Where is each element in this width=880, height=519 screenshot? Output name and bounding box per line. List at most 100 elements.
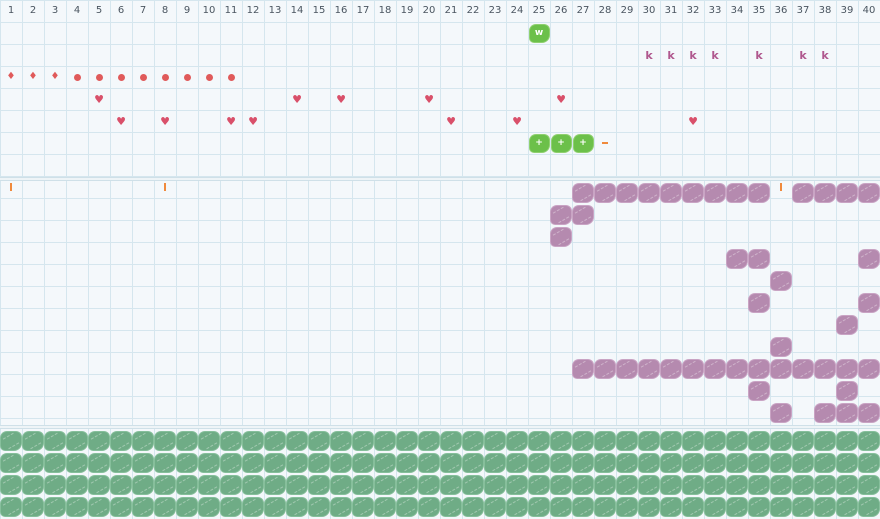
tray-cell[interactable]: [572, 452, 594, 474]
tray-cell[interactable]: [132, 452, 154, 474]
sage-tile[interactable]: [1, 454, 21, 472]
sage-tile[interactable]: [661, 432, 681, 450]
sage-tile[interactable]: [243, 432, 263, 450]
tray-cell[interactable]: [638, 474, 660, 496]
purple-tile[interactable]: [793, 360, 813, 378]
sage-tile[interactable]: [749, 432, 769, 450]
tray-cell[interactable]: [154, 452, 176, 474]
purple-tile[interactable]: [573, 184, 593, 202]
board-cell[interactable]: [748, 248, 770, 270]
sage-tile[interactable]: [419, 432, 439, 450]
sage-tile[interactable]: [397, 454, 417, 472]
tray-cell[interactable]: [154, 474, 176, 496]
purple-tile[interactable]: [859, 250, 879, 268]
board-cell[interactable]: [748, 292, 770, 314]
purple-tile[interactable]: [859, 404, 879, 422]
tray-cell[interactable]: [352, 474, 374, 496]
board-cell[interactable]: [572, 204, 594, 226]
tray-cell[interactable]: [374, 430, 396, 452]
purple-tile[interactable]: [639, 360, 659, 378]
tray-cell[interactable]: [858, 496, 880, 518]
tray-cell[interactable]: [638, 452, 660, 474]
tray-cell[interactable]: [704, 430, 726, 452]
tray-cell[interactable]: [308, 474, 330, 496]
sage-tile[interactable]: [199, 432, 219, 450]
sage-tile[interactable]: [23, 454, 43, 472]
sage-tile[interactable]: [793, 476, 813, 494]
sage-tile[interactable]: [441, 454, 461, 472]
sage-tile[interactable]: [595, 432, 615, 450]
sage-tile[interactable]: [485, 454, 505, 472]
sage-tile[interactable]: [551, 498, 571, 516]
tray-cell[interactable]: [638, 430, 660, 452]
tray-cell[interactable]: [264, 474, 286, 496]
sage-tile[interactable]: [617, 476, 637, 494]
sage-tile[interactable]: [771, 432, 791, 450]
sage-tile[interactable]: [551, 476, 571, 494]
purple-tile[interactable]: [595, 184, 615, 202]
sage-tile[interactable]: [661, 454, 681, 472]
board-cell[interactable]: [616, 358, 638, 380]
sage-tile[interactable]: [397, 476, 417, 494]
tray-cell[interactable]: [572, 430, 594, 452]
sage-tile[interactable]: [441, 476, 461, 494]
sage-tile[interactable]: [639, 432, 659, 450]
sage-tile[interactable]: [815, 498, 835, 516]
purple-tile[interactable]: [573, 360, 593, 378]
tray-cell[interactable]: [242, 474, 264, 496]
purple-tile[interactable]: [837, 316, 857, 334]
tray-cell[interactable]: [748, 496, 770, 518]
tray-cell[interactable]: [726, 496, 748, 518]
sage-tile[interactable]: [771, 498, 791, 516]
sage-tile[interactable]: [551, 454, 571, 472]
sage-tile[interactable]: [419, 476, 439, 494]
sage-tile[interactable]: [617, 432, 637, 450]
tray-cell[interactable]: [682, 474, 704, 496]
sage-tile[interactable]: [133, 476, 153, 494]
tray-cell[interactable]: [682, 496, 704, 518]
tray-cell[interactable]: [528, 496, 550, 518]
tray-cell[interactable]: [418, 496, 440, 518]
tray-cell[interactable]: [594, 474, 616, 496]
tray-cell[interactable]: [0, 452, 22, 474]
sage-tile[interactable]: [441, 432, 461, 450]
tray-cell[interactable]: [528, 430, 550, 452]
purple-tile[interactable]: [749, 294, 769, 312]
tray-cell[interactable]: [22, 430, 44, 452]
sage-tile[interactable]: [221, 454, 241, 472]
board-cell[interactable]: [660, 182, 682, 204]
tray-cell[interactable]: [352, 452, 374, 474]
tray-cell[interactable]: [770, 474, 792, 496]
tray-cell[interactable]: [66, 452, 88, 474]
board-cell[interactable]: [836, 314, 858, 336]
tray-cell[interactable]: [440, 474, 462, 496]
purple-tile[interactable]: [573, 206, 593, 224]
purple-tile[interactable]: [749, 184, 769, 202]
tray-cell[interactable]: [176, 496, 198, 518]
board-cell[interactable]: [682, 182, 704, 204]
sage-tile[interactable]: [419, 498, 439, 516]
sage-tile[interactable]: [419, 454, 439, 472]
tray-cell[interactable]: [484, 430, 506, 452]
purple-tile[interactable]: [859, 360, 879, 378]
tray-cell[interactable]: [110, 430, 132, 452]
tray-cell[interactable]: [0, 474, 22, 496]
board-cell[interactable]: [550, 204, 572, 226]
tray-cell[interactable]: [440, 452, 462, 474]
tray-cell[interactable]: [682, 452, 704, 474]
tray-cell[interactable]: [330, 452, 352, 474]
board-cell[interactable]: [726, 182, 748, 204]
sage-tile[interactable]: [573, 476, 593, 494]
sage-tile[interactable]: [705, 432, 725, 450]
sage-tile[interactable]: [155, 454, 175, 472]
sage-tile[interactable]: [661, 476, 681, 494]
purple-tile[interactable]: [683, 360, 703, 378]
sage-tile[interactable]: [683, 432, 703, 450]
board-cell[interactable]: [814, 402, 836, 424]
sage-tile[interactable]: [67, 432, 87, 450]
purple-tile[interactable]: [661, 184, 681, 202]
sage-tile[interactable]: [353, 454, 373, 472]
purple-tile[interactable]: [617, 184, 637, 202]
purple-tile[interactable]: [705, 360, 725, 378]
tray-cell[interactable]: [858, 430, 880, 452]
